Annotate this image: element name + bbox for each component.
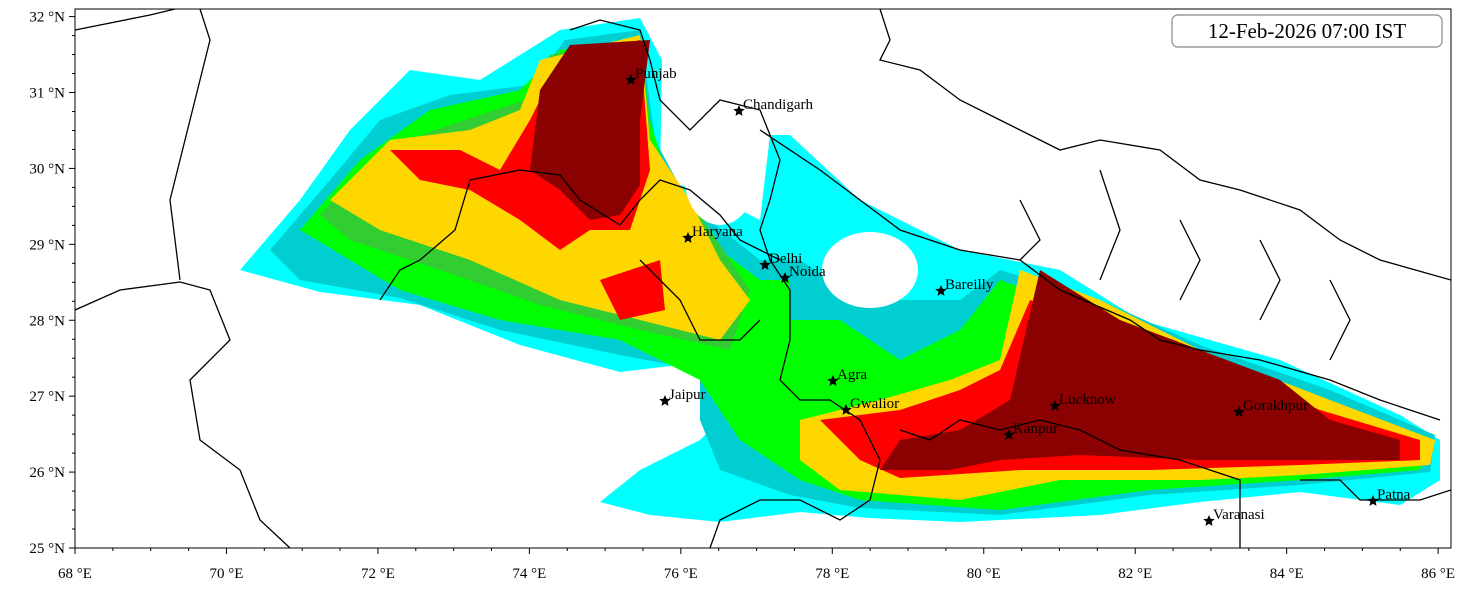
dry-area [822,232,918,308]
city-label: Kanpur [1013,421,1058,437]
boundaries [75,9,1451,548]
city-marker [625,74,637,85]
precipitation-field [240,18,1440,522]
y-tick-label: 31 °N [29,86,65,102]
city-label: Gorakhpur [1243,398,1308,414]
boundary [75,281,291,548]
city-marker [840,404,852,415]
boundary [879,9,1451,281]
x-tick-label: 82 °E [1118,566,1152,582]
city-label: Noida [789,264,826,280]
city-label: Bareilly [945,277,994,293]
city-marker [779,272,791,283]
y-tick-label: 25 °N [29,541,65,557]
city-label: Haryana [692,224,743,240]
city-label: Varanasi [1213,507,1265,523]
city-marker [1233,406,1245,417]
x-tick-label: 76 °E [664,566,698,582]
x-tick-label: 84 °E [1270,566,1304,582]
city-marker [1003,429,1015,440]
y-tick-label: 32 °N [29,10,65,26]
x-tick-label: 78 °E [815,566,849,582]
city-marker [759,259,771,270]
boundary [899,419,1451,548]
city-label: Jaipur [669,387,706,403]
y-tick-label: 29 °N [29,237,65,253]
x-tick-label: 72 °E [361,566,395,582]
boundary [469,169,781,261]
dry-area [685,135,755,225]
city-label: Punjab [635,66,677,82]
city-label: Delhi [769,251,802,267]
x-tick-label: 70 °E [209,566,243,582]
precip-contour [600,260,665,320]
city-marker [733,105,745,116]
precip-contour [880,270,1400,470]
city-marker [682,232,694,243]
y-tick-label: 27 °N [29,389,65,405]
axes: 68 °E 70 °E 72 °E 74 °E 76 °E 78 °E 80 °E 82 °E… [29,10,1455,582]
city-label: Patna [1377,487,1411,503]
boundary [759,129,1441,421]
boundary [569,19,881,548]
x-tick-label: 74 °E [512,566,546,582]
plot-frame [74,8,1452,549]
boundary [1019,169,1351,361]
y-tick-label: 30 °N [29,161,65,177]
city-label: Agra [837,367,867,383]
city-marker [827,375,839,386]
boundary [379,179,761,341]
x-tick-label: 80 °E [967,566,1001,582]
city-marker [1367,495,1379,506]
y-tick-label: 26 °N [29,465,65,481]
y-tick-label: 28 °N [29,313,65,329]
x-tick-label: 68 °E [58,566,92,582]
city-marker [1049,400,1061,411]
city-label: Chandigarh [743,97,813,113]
boundary [75,9,211,281]
timestamp: 12-Feb-2026 07:00 IST [1208,19,1406,43]
city-marker [1203,515,1215,526]
city-marker [659,395,671,406]
city-label: Lucknow [1059,392,1116,408]
city-marker [935,285,947,296]
x-tick-label: 86 °E [1421,566,1455,582]
timestamp-box [1171,14,1443,48]
city-label: Gwalior [850,396,899,412]
